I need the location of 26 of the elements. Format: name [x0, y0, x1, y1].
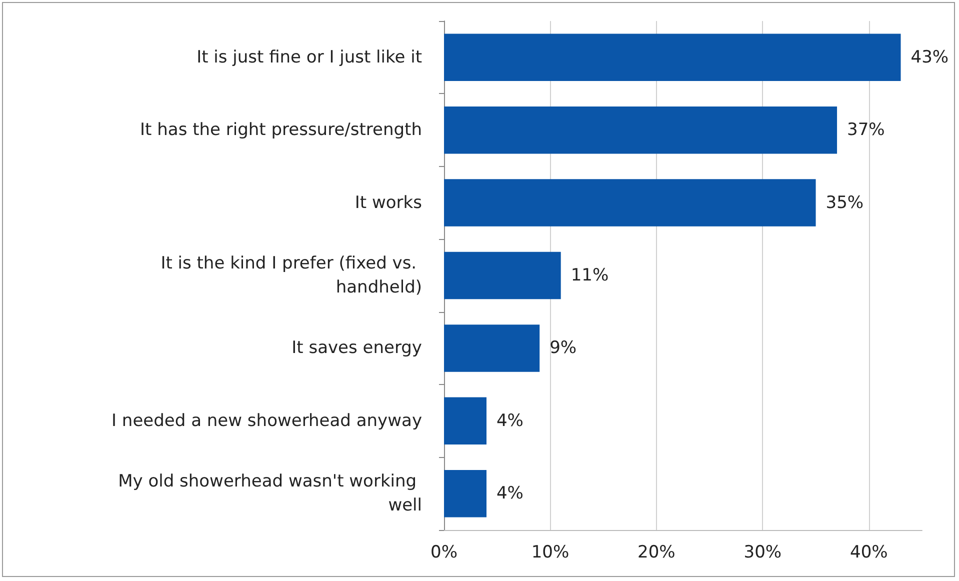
- bar: [444, 397, 486, 445]
- x-tick-label: 10%: [531, 542, 570, 562]
- x-tick-label: 0%: [430, 542, 458, 562]
- x-tick-label: 20%: [638, 542, 676, 562]
- bar: [444, 179, 816, 226]
- data-label: 37%: [847, 120, 885, 140]
- bar: [444, 324, 540, 372]
- data-label: 4%: [496, 410, 524, 431]
- bar: [444, 252, 561, 300]
- y-tick-label: I needed a new showerhead anyway: [112, 410, 422, 431]
- y-tick-label: My old showerhead wasn't working well: [118, 472, 422, 516]
- data-label: 9%: [550, 338, 577, 358]
- y-tick-label: It works: [354, 192, 422, 213]
- y-tick-label: It saves energy: [292, 338, 422, 358]
- bar: [444, 470, 486, 518]
- data-label: 4%: [496, 484, 524, 504]
- data-label: 35%: [826, 192, 864, 213]
- x-tick-label: 40%: [850, 542, 888, 562]
- data-label: 11%: [570, 266, 609, 286]
- x-tick-label: 30%: [744, 542, 782, 562]
- y-tick-label: It is just fine or I just like it: [196, 47, 422, 68]
- y-tick-label: It has the right pressure/strength: [140, 120, 422, 140]
- bar: [444, 34, 901, 81]
- bar: [444, 106, 838, 154]
- data-label: 43%: [910, 47, 949, 68]
- y-tick-label: It is the kind I prefer (fixed vs. handheld): [160, 254, 422, 298]
